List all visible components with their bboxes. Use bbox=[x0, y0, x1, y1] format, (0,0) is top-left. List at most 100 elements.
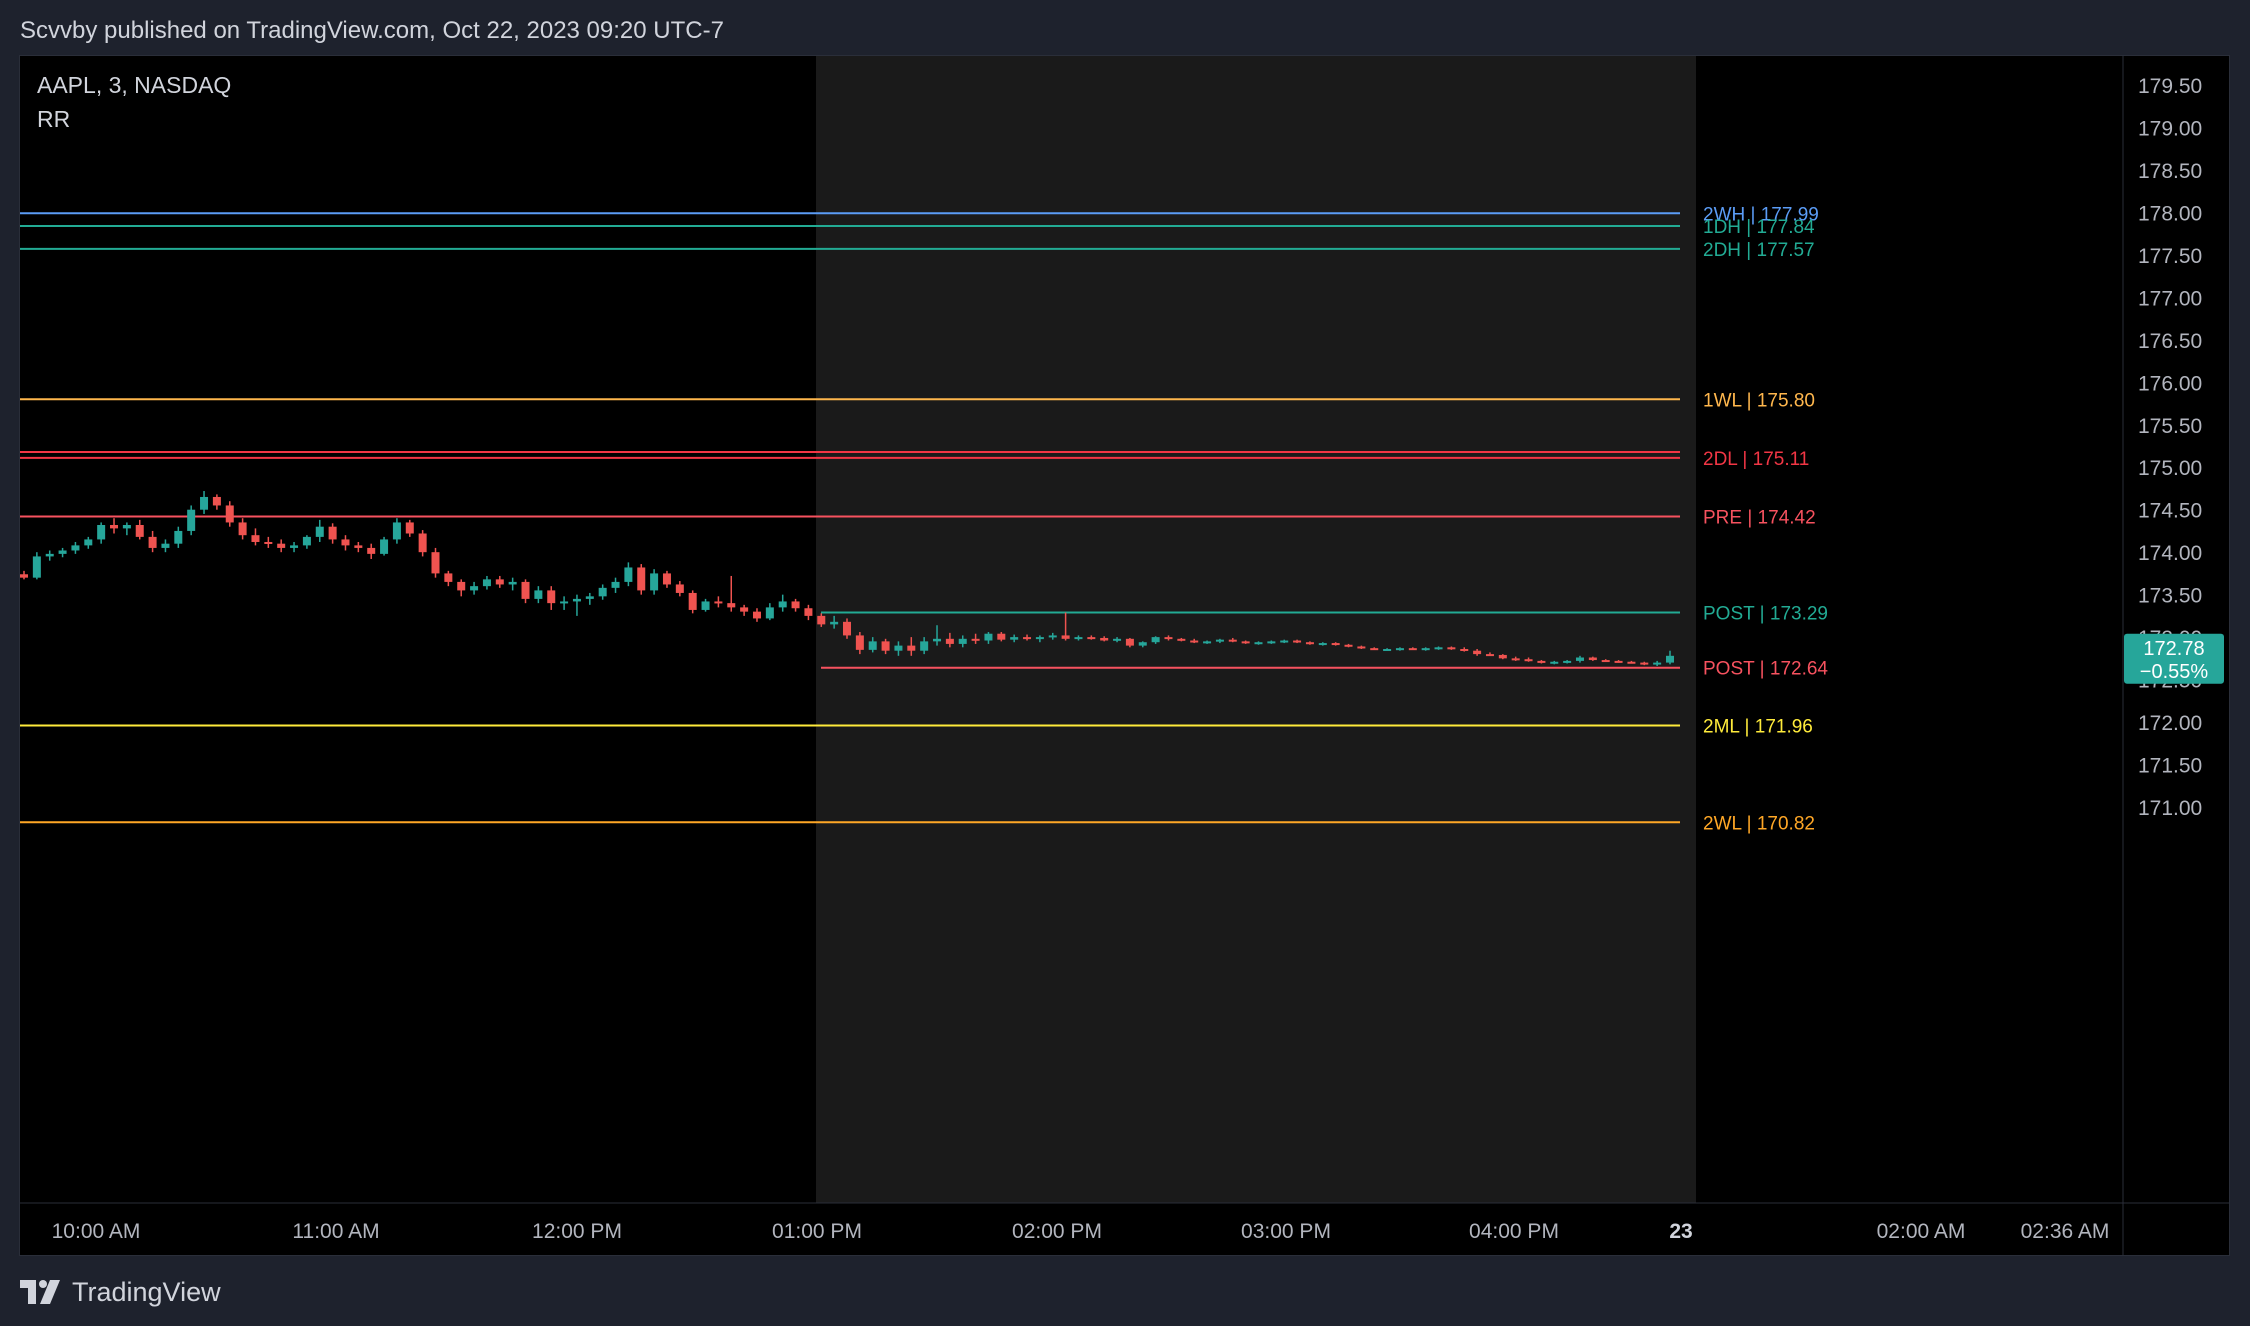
last-price-change: −0.55% bbox=[2140, 661, 2209, 683]
candle-body bbox=[1061, 635, 1070, 639]
time-tick-label: 02:00 AM bbox=[1877, 1220, 1966, 1243]
level-label: 1WL | 175.80 bbox=[1703, 390, 1815, 411]
price-tick-label: 179.50 bbox=[2138, 75, 2202, 98]
candle-body bbox=[778, 601, 787, 608]
candle-body bbox=[508, 581, 517, 585]
candle-body bbox=[1434, 647, 1443, 650]
candle-body bbox=[45, 553, 54, 557]
candle-body bbox=[32, 556, 41, 578]
candle-body bbox=[1601, 660, 1610, 663]
candle-body bbox=[701, 601, 710, 610]
candle-body bbox=[1035, 637, 1044, 640]
candlestick-chart[interactable]: 179.50 179.00 178.50 178.00 177.50 177.00 176.… bbox=[20, 56, 2229, 1255]
candle-body bbox=[354, 545, 363, 548]
candle-body bbox=[714, 601, 723, 604]
level-label: 2WH | 177.99 bbox=[1703, 204, 1819, 225]
candle-body bbox=[920, 641, 929, 651]
price-tick-label: 174.50 bbox=[2138, 500, 2202, 523]
candle-body bbox=[1498, 654, 1507, 659]
candle-body bbox=[611, 581, 620, 588]
candle-body bbox=[560, 601, 569, 604]
candle-body bbox=[1023, 637, 1032, 640]
candle-body bbox=[264, 541, 273, 544]
candle-body bbox=[1473, 650, 1482, 655]
candle-body bbox=[135, 524, 144, 537]
price-tick-label: 173.50 bbox=[2138, 585, 2202, 608]
footer-brand[interactable]: TradingView bbox=[20, 1270, 221, 1314]
candle-body bbox=[1395, 648, 1404, 651]
candle-body bbox=[740, 607, 749, 612]
candle-body bbox=[650, 573, 659, 591]
candle-body bbox=[431, 552, 440, 574]
candle-body bbox=[200, 496, 209, 510]
candle-body bbox=[482, 579, 491, 587]
candle-body bbox=[624, 567, 633, 582]
candle-body bbox=[1241, 641, 1250, 644]
candle-body bbox=[58, 550, 67, 554]
candle-body bbox=[1138, 642, 1147, 646]
candle-body bbox=[1383, 649, 1392, 652]
price-tick-label: 177.00 bbox=[2138, 287, 2202, 310]
candle-body bbox=[367, 547, 376, 554]
time-tick-label: 01:00 PM bbox=[772, 1220, 862, 1243]
candle-body bbox=[585, 596, 594, 599]
candle-body bbox=[637, 567, 646, 591]
candle-body bbox=[1370, 648, 1379, 651]
candle-body bbox=[20, 574, 28, 578]
price-tick-label: 172.00 bbox=[2138, 712, 2202, 735]
level-label: 1DH | 177.84 bbox=[1703, 217, 1815, 238]
candle-body bbox=[881, 641, 890, 651]
candle-body bbox=[341, 539, 350, 546]
candle-body bbox=[1344, 644, 1353, 647]
candle-body bbox=[997, 633, 1006, 640]
level-label: PRE | 174.42 bbox=[1703, 508, 1816, 529]
time-tick-label: 02:00 PM bbox=[1012, 1220, 1102, 1243]
candle-body bbox=[1305, 642, 1314, 645]
candle-body bbox=[1588, 657, 1597, 661]
candle-body bbox=[1460, 649, 1469, 652]
last-price-badge bbox=[2124, 633, 2224, 684]
candle-body bbox=[1164, 637, 1173, 640]
candle-body bbox=[1254, 642, 1263, 645]
candle-body bbox=[855, 635, 864, 650]
candle-body bbox=[380, 539, 389, 554]
price-tick-label: 176.00 bbox=[2138, 372, 2202, 395]
candle-body bbox=[225, 505, 234, 523]
candle-body bbox=[984, 633, 993, 641]
candle-body bbox=[1447, 647, 1456, 650]
candle-body bbox=[675, 584, 684, 593]
candle-body bbox=[71, 545, 80, 551]
price-tick-label: 178.50 bbox=[2138, 160, 2202, 183]
candle-body bbox=[1318, 643, 1327, 646]
candle-body bbox=[1280, 640, 1289, 643]
candle-body bbox=[1485, 654, 1494, 657]
candle-body bbox=[315, 526, 324, 537]
time-tick-label: 23 bbox=[1669, 1220, 1692, 1243]
candle-body bbox=[405, 522, 414, 534]
candle-body bbox=[84, 539, 93, 546]
candle-body bbox=[251, 535, 260, 542]
level-label: 2WL | 170.82 bbox=[1703, 813, 1815, 834]
candle-body bbox=[1010, 637, 1019, 640]
candle-body bbox=[843, 621, 851, 636]
candle-body bbox=[161, 543, 170, 548]
price-tick-label: 178.00 bbox=[2138, 202, 2202, 225]
candle-body bbox=[534, 590, 543, 599]
tradingview-brand-text: TradingView bbox=[72, 1276, 221, 1307]
candle-body bbox=[688, 592, 697, 610]
candle-body bbox=[907, 645, 916, 651]
candle-body bbox=[470, 586, 479, 591]
price-tick-label: 175.00 bbox=[2138, 457, 2202, 480]
candle-body bbox=[328, 526, 337, 540]
candle-body bbox=[1087, 637, 1096, 640]
candle-body bbox=[933, 638, 942, 642]
candle-body bbox=[1511, 658, 1520, 661]
chart-pane[interactable]: 179.50 179.00 178.50 178.00 177.50 177.00 176.… bbox=[19, 55, 2230, 1256]
price-tick-label: 171.00 bbox=[2138, 797, 2202, 820]
candle-body bbox=[727, 603, 736, 608]
price-tick-label: 179.00 bbox=[2138, 117, 2202, 140]
candle-body bbox=[174, 530, 183, 544]
candle-body bbox=[894, 645, 903, 651]
candle-body bbox=[122, 524, 131, 529]
candle-body bbox=[1550, 661, 1559, 664]
